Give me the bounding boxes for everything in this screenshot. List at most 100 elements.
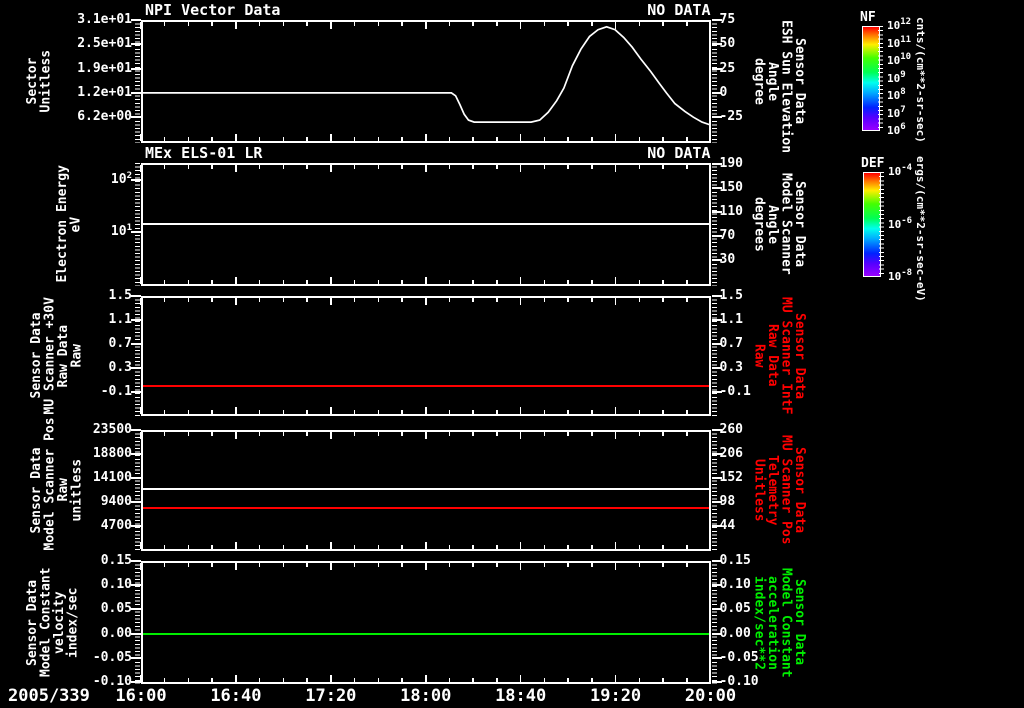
data-line: [143, 632, 709, 635]
panel-box: [141, 561, 711, 684]
x-tick: [377, 136, 380, 141]
x-tick: [472, 409, 474, 414]
x-tick: [140, 22, 142, 29]
y-axis-label-right: Sensor Data Model Scanner Angle degrees: [751, 173, 808, 276]
x-tick: [258, 279, 261, 284]
x-tick: [235, 406, 237, 414]
x-tick: [306, 544, 308, 549]
x-tick: [235, 276, 237, 284]
y-tick-major: [131, 319, 141, 321]
x-tick: [306, 563, 308, 567]
x-tick: [496, 279, 498, 284]
x-tick: [662, 136, 664, 141]
x-tick: [306, 165, 308, 169]
x-tick: [448, 432, 451, 436]
y-tick-label: 6.2e+00: [77, 109, 132, 125]
y-tick-label: 0: [719, 84, 728, 100]
x-tick: [425, 432, 427, 439]
y-tick-label: 0.10: [719, 577, 751, 593]
x-tick: [163, 409, 166, 414]
data-line: [143, 487, 709, 490]
y-tick-label: 0.00: [719, 625, 751, 641]
x-tick: [377, 22, 380, 26]
x-tick: [187, 563, 190, 567]
x-tick: [496, 409, 498, 414]
x-tick: [235, 133, 237, 141]
x-tick: [686, 409, 688, 414]
x-tick: [425, 541, 427, 549]
y-tick-major: [711, 429, 722, 431]
x-tick: [163, 298, 166, 302]
x-tick: [353, 544, 356, 549]
colorbar-tick-label: 10-6: [888, 215, 913, 231]
x-tick: [211, 544, 213, 549]
x-tick: [353, 136, 356, 141]
x-tick: [709, 541, 712, 549]
x-tick: [211, 563, 213, 567]
x-tick-label: 20:00: [684, 686, 737, 706]
colorbar-tick-label: 1011: [887, 34, 912, 50]
x-tick: [519, 541, 522, 549]
x-tick: [140, 675, 142, 682]
y-tick-label: 0.05: [100, 601, 132, 617]
y-tick-major: [711, 608, 722, 611]
x-tick: [709, 563, 712, 570]
x-tick: [401, 409, 403, 414]
x-tick: [140, 276, 142, 284]
x-tick: [709, 298, 712, 305]
x-tick: [591, 279, 593, 284]
y-tick-major: [131, 391, 141, 393]
x-tick: [163, 136, 166, 141]
y-tick-label: 102: [110, 171, 132, 187]
colorbar-tick-label: 1012: [887, 17, 912, 32]
x-tick: [662, 22, 664, 26]
x-tick: [567, 165, 569, 169]
x-tick: [163, 544, 166, 549]
x-tick: [140, 406, 142, 414]
x-tick-label: 16:40: [210, 686, 262, 706]
x-tick: [258, 165, 261, 169]
x-tick: [448, 136, 451, 141]
x-tick: [401, 136, 403, 141]
x-tick: [401, 563, 403, 567]
x-tick: [448, 22, 451, 26]
y-tick-label: 0.00: [100, 625, 132, 641]
x-tick: [448, 279, 451, 284]
x-tick: [638, 298, 641, 302]
x-tick: [330, 22, 332, 29]
y-tick-major: [131, 477, 141, 479]
y-tick-major: [131, 525, 141, 527]
x-tick: [211, 279, 213, 284]
y-tick-major: [131, 584, 141, 587]
y-tick-major: [131, 501, 141, 503]
x-tick: [282, 22, 285, 26]
x-tick: [330, 541, 332, 549]
x-tick: [519, 298, 522, 305]
x-tick: [662, 678, 664, 682]
x-tick: [377, 544, 380, 549]
x-tick: [401, 22, 403, 26]
colorbar-unit-label: cnts/(cm**2-sr-sec): [914, 17, 927, 143]
x-tick: [448, 165, 451, 169]
x-tick: [591, 563, 593, 567]
x-tick: [282, 432, 285, 436]
y-tick-major: [131, 231, 141, 233]
x-tick: [330, 298, 332, 305]
y-axis-minor-ticks: [711, 20, 717, 143]
y-tick-label: 0.7: [719, 336, 743, 351]
x-tick: [662, 165, 664, 169]
y-tick-major: [131, 67, 141, 70]
x-tick: [211, 165, 213, 169]
x-tick: [472, 544, 474, 549]
x-tick: [567, 409, 569, 414]
y-tick-major: [131, 608, 141, 611]
x-tick: [282, 136, 285, 141]
x-tick: [258, 22, 261, 26]
x-tick: [567, 563, 569, 567]
x-tick: [353, 409, 356, 414]
x-tick-label: 17:20: [305, 686, 357, 706]
x-tick: [282, 563, 285, 567]
x-tick: [401, 432, 403, 436]
x-tick: [614, 22, 617, 29]
panel-title: NPI Vector Data: [145, 1, 281, 19]
